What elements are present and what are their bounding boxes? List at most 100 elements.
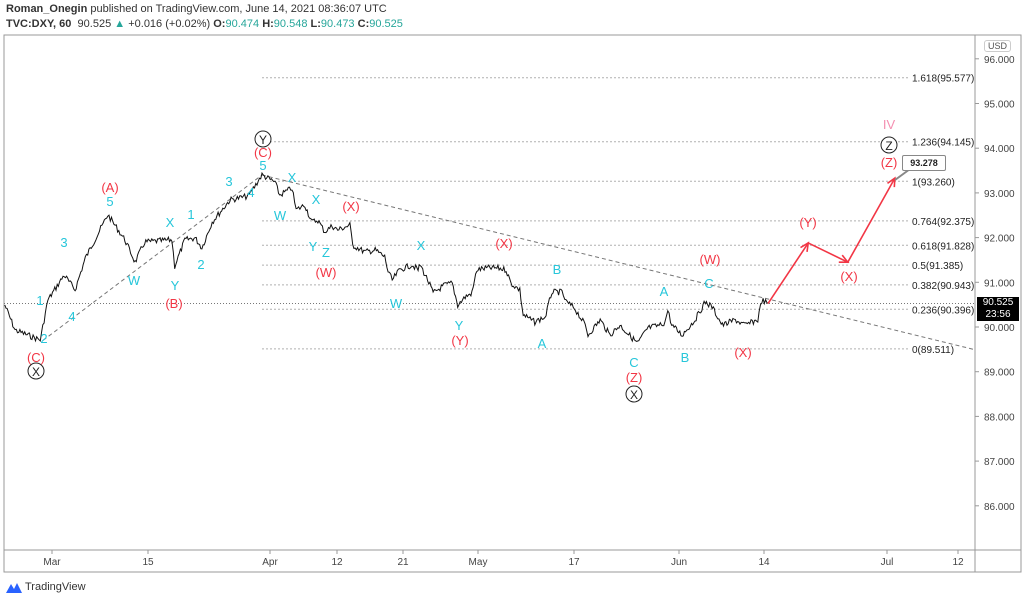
price-callout: 93.278 bbox=[902, 155, 946, 171]
x-tick-label: 12 bbox=[952, 557, 964, 568]
x-tick-label: Mar bbox=[43, 557, 61, 568]
wave-label: (A) bbox=[101, 180, 118, 195]
published-text: published on TradingView.com, June 14, 2… bbox=[90, 3, 387, 15]
wave-label: Y bbox=[171, 278, 180, 293]
wave-label: (Y) bbox=[451, 333, 468, 348]
fib-level-label: 1.236(94.145) bbox=[912, 138, 974, 149]
wave-label: C bbox=[629, 355, 638, 370]
last-price: 90.525 bbox=[77, 18, 112, 30]
wave-label: 5 bbox=[259, 158, 266, 173]
symbol: TVC:DXY, 60 bbox=[6, 18, 72, 30]
projection-path bbox=[767, 177, 896, 304]
circled-wave-marker bbox=[880, 136, 898, 154]
wave-label: 1 bbox=[36, 293, 43, 308]
open-label: O: bbox=[213, 18, 226, 30]
y-tick-label: 93.000 bbox=[984, 189, 1015, 200]
wave-label: W bbox=[390, 296, 403, 311]
wave-label: B bbox=[553, 262, 562, 277]
x-tick-label: Apr bbox=[262, 557, 278, 568]
price-series bbox=[4, 171, 769, 343]
wave-label: (W) bbox=[700, 252, 721, 267]
tradingview-logo-icon bbox=[6, 583, 22, 593]
high-value: 90.548 bbox=[273, 18, 308, 30]
current-price-label: 90.525 23:56 bbox=[977, 297, 1019, 321]
trendline bbox=[261, 174, 976, 351]
y-tick-label: 96.000 bbox=[984, 55, 1015, 66]
x-tick-label: 15 bbox=[142, 557, 154, 568]
fib-level-label: 0.382(90.943) bbox=[912, 281, 974, 292]
wave-label: W bbox=[274, 208, 287, 223]
wave-label: (C) bbox=[254, 145, 272, 160]
open-value: 90.474 bbox=[225, 18, 260, 30]
wave-label: (Z) bbox=[626, 370, 643, 385]
circled-wave-label: X bbox=[32, 365, 40, 379]
publish-info: Roman_Onegin published on TradingView.co… bbox=[6, 3, 387, 15]
y-tick-label: 89.000 bbox=[984, 368, 1015, 379]
bar-countdown: 23:56 bbox=[985, 309, 1011, 320]
wave-label: (X) bbox=[342, 199, 359, 214]
y-tick-label: 86.000 bbox=[984, 502, 1015, 513]
wave-label: 3 bbox=[225, 174, 232, 189]
wave-label: X bbox=[417, 238, 426, 253]
y-tick-label: 95.000 bbox=[984, 100, 1015, 111]
low-value: 90.473 bbox=[320, 18, 355, 30]
circled-wave-marker bbox=[254, 130, 272, 148]
close-value: 90.525 bbox=[369, 18, 403, 30]
fib-level-label: 0.764(92.375) bbox=[912, 217, 974, 228]
wave-label: (Y) bbox=[799, 215, 816, 230]
circled-wave-label: X bbox=[630, 388, 638, 402]
brand-name[interactable]: TradingView bbox=[25, 581, 86, 593]
wave-label: (W) bbox=[316, 265, 337, 280]
footer: TradingView bbox=[6, 581, 86, 593]
wave-label: X bbox=[166, 215, 175, 230]
wave-label: X bbox=[312, 192, 321, 207]
trendline bbox=[42, 174, 263, 341]
y-tick-label: 88.000 bbox=[984, 412, 1015, 423]
wave-label: C bbox=[704, 276, 713, 291]
circled-wave-label: Z bbox=[885, 139, 892, 153]
x-tick-label: May bbox=[469, 557, 488, 568]
circled-wave-marker bbox=[27, 362, 45, 380]
y-tick-label: 87.000 bbox=[984, 457, 1015, 468]
wave-label: A bbox=[538, 336, 547, 351]
y-tick-label: 91.000 bbox=[984, 278, 1015, 289]
x-tick-label: 14 bbox=[758, 557, 770, 568]
arrowhead-icon bbox=[838, 254, 850, 263]
wave-label: Y bbox=[455, 318, 464, 333]
wave-label: 2 bbox=[40, 331, 47, 346]
wave-label: A bbox=[660, 284, 669, 299]
fib-level-label: 0.5(91.385) bbox=[912, 261, 963, 272]
wave-label: (X) bbox=[495, 236, 512, 251]
high-label: H: bbox=[262, 18, 274, 30]
wave-label: 4 bbox=[68, 309, 75, 324]
wave-label: IV bbox=[883, 117, 896, 132]
wave-label: 3 bbox=[60, 235, 67, 250]
wave-label: Y bbox=[309, 239, 318, 254]
fib-level-label: 0.618(91.828) bbox=[912, 241, 974, 252]
fib-level-label: 0.236(90.396) bbox=[912, 305, 974, 316]
x-tick-label: 17 bbox=[568, 557, 580, 568]
x-tick-label: Jul bbox=[881, 557, 894, 568]
symbol-info: TVC:DXY, 60 90.525 ▲ +0.016 (+0.02%) O:9… bbox=[6, 18, 403, 30]
arrowhead-icon bbox=[800, 241, 810, 252]
wave-label: 1 bbox=[187, 207, 194, 222]
author-name[interactable]: Roman_Onegin bbox=[6, 3, 88, 15]
fib-level-label: 1(93.260) bbox=[912, 177, 955, 188]
wave-label: (C) bbox=[27, 350, 45, 365]
wave-label: (B) bbox=[165, 296, 182, 311]
wave-label: W bbox=[128, 273, 141, 288]
change: +0.016 (+0.02%) bbox=[128, 18, 211, 30]
y-tick-label: 94.000 bbox=[984, 144, 1015, 155]
current-price: 90.525 bbox=[982, 297, 1014, 308]
wave-label: 2 bbox=[197, 257, 204, 272]
currency-label[interactable]: USD bbox=[984, 40, 1012, 52]
x-tick-label: Jun bbox=[671, 557, 687, 568]
wave-label: (X) bbox=[840, 269, 857, 284]
circled-wave-label: Y bbox=[259, 133, 267, 147]
wave-label: (Z) bbox=[881, 155, 898, 170]
wave-label: B bbox=[681, 350, 690, 365]
x-tick-label: 12 bbox=[331, 557, 343, 568]
y-tick-label: 90.000 bbox=[984, 323, 1015, 334]
close-label: C: bbox=[357, 18, 370, 30]
